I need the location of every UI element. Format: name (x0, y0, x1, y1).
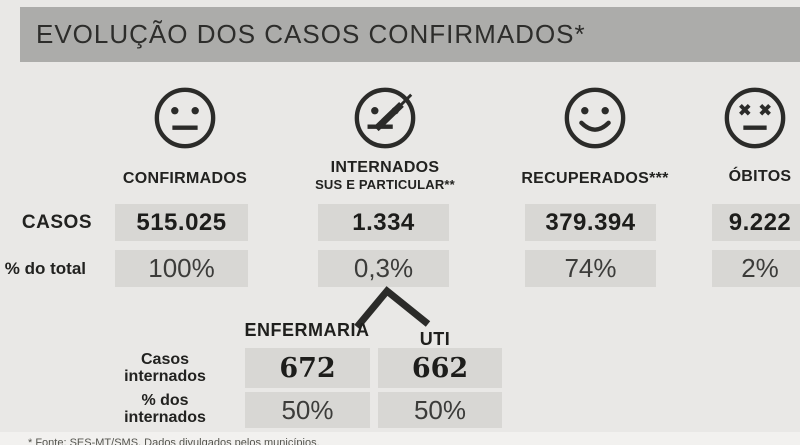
enfermaria-casos-value: 672 (279, 352, 336, 384)
pct-recuperados-value: 74% (564, 253, 617, 283)
row-label-line2: internados (124, 368, 206, 385)
row-label-casos: CASOS (21, 211, 92, 233)
row-label-line2: internados (124, 409, 206, 426)
column-label-text: RECUPERADOS*** (521, 170, 669, 187)
happy-face-icon (562, 85, 628, 151)
pct-box-recuperados: 74% (525, 250, 656, 287)
header-bar: EVOLUÇÃO DOS CASOS CONFIRMADOS* (20, 7, 800, 62)
value-box-casos-obitos: 9.222 (712, 204, 800, 241)
enfermaria-pct-value: 50% (281, 394, 334, 425)
row-label-pct-internados: % dos internados (103, 392, 227, 426)
neutral-face-icon (152, 85, 218, 151)
pct-box-obitos: 2% (712, 250, 800, 287)
pct-internados-value: 0,3% (353, 253, 414, 283)
column-label-confirmados: CONFIRMADOS (75, 170, 295, 187)
footnote: * Fonte: SES-MT/SMS. Dados divulgados pe… (0, 432, 800, 445)
value-box-casos-confirmados: 515.025 (115, 204, 248, 241)
pct-box-confirmados: 100% (115, 250, 248, 287)
value-box-casos-recuperados: 379.394 (525, 204, 656, 241)
sick-face-thermometer-icon (352, 85, 418, 151)
pct-confirmados-value: 100% (148, 253, 215, 283)
breakdown-header-enfermaria: ENFERMARIA (244, 320, 370, 340)
column-label-internados: INTERNADOS SUS E PARTICULAR** (275, 159, 495, 193)
casos-confirmados-value: 515.025 (136, 208, 227, 236)
column-label-obitos: ÓBITOS (650, 168, 800, 185)
column-label-text: INTERNADOS (330, 159, 440, 176)
column-label-text: ÓBITOS (728, 168, 792, 185)
pct-obitos-value: 2% (741, 253, 779, 283)
page-title: EVOLUÇÃO DOS CASOS CONFIRMADOS* (36, 19, 586, 49)
value-box-casos-internados: 1.334 (318, 204, 449, 241)
dead-face-icon (722, 85, 788, 151)
box-enfermaria-pct: 50% (245, 392, 370, 428)
box-enfermaria-casos: 672 (245, 348, 370, 388)
casos-recuperados-value: 379.394 (545, 208, 636, 236)
casos-internados-value: 1.334 (352, 208, 415, 236)
uti-casos-value: 662 (411, 352, 469, 384)
casos-obitos-value: 9.222 (728, 208, 792, 236)
box-uti-casos: 662 (378, 348, 502, 388)
row-label-pct-total: % do total (4, 258, 86, 278)
branch-connector-lines (354, 286, 431, 330)
column-label-text: CONFIRMADOS (122, 170, 248, 187)
column-sublabel-text: SUS E PARTICULAR** (315, 177, 455, 192)
pct-box-internados: 0,3% (318, 250, 449, 287)
uti-pct-value: 50% (413, 394, 467, 425)
column-label-recuperados: RECUPERADOS*** (485, 170, 705, 187)
footnote-text: * Fonte: SES-MT/SMS. Dados divulgados pe… (28, 437, 320, 445)
box-uti-pct: 50% (378, 392, 502, 428)
row-label-casos-internados: Casos internados (103, 351, 227, 385)
breakdown-header-uti: UTI (419, 329, 451, 349)
row-label-line1: % dos (141, 392, 189, 409)
row-label-line1: Casos (140, 351, 190, 368)
